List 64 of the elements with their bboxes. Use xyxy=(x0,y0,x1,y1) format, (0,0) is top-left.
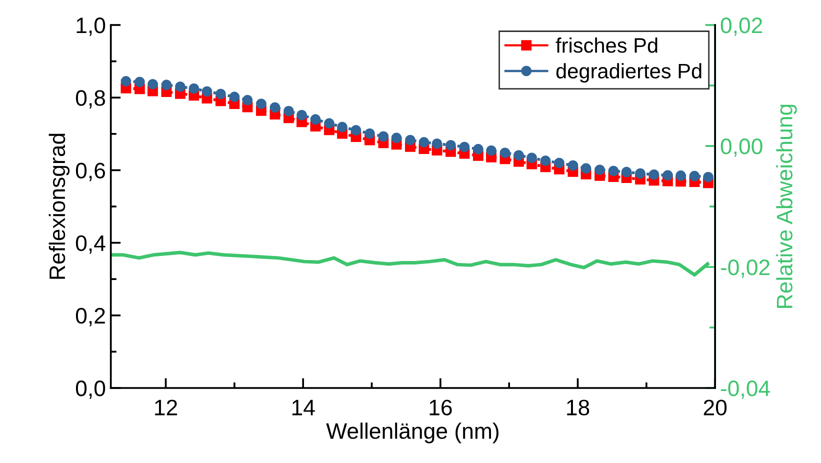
point xyxy=(540,156,551,166)
point xyxy=(621,166,632,178)
y-tick-label: 0,6 xyxy=(76,162,105,182)
point xyxy=(676,170,686,181)
point xyxy=(296,110,307,120)
y2-tick-label: 0,00 xyxy=(720,138,762,157)
x-axis-title: Wellenlänge (nm) xyxy=(326,422,498,444)
point xyxy=(161,80,172,90)
point xyxy=(486,145,496,156)
y-tick-label: 0,2 xyxy=(76,308,105,326)
point xyxy=(635,168,646,179)
point xyxy=(188,83,200,94)
point xyxy=(418,137,430,148)
point xyxy=(648,169,660,180)
point xyxy=(459,142,470,152)
point xyxy=(378,131,389,142)
point xyxy=(526,152,537,164)
x-tick-label: 20 xyxy=(704,400,727,416)
point xyxy=(446,140,456,150)
point xyxy=(662,170,673,180)
y-tick-label: 0,0 xyxy=(76,380,106,399)
y-tick-label: 0,4 xyxy=(76,235,106,254)
point xyxy=(554,158,564,168)
point xyxy=(270,102,280,113)
point xyxy=(134,76,145,88)
point xyxy=(202,86,212,97)
point xyxy=(568,160,578,171)
point xyxy=(310,114,321,125)
point xyxy=(703,172,714,182)
y2-tick-label: -0,02 xyxy=(720,260,770,278)
point xyxy=(472,144,484,154)
point xyxy=(432,138,442,149)
point xyxy=(500,148,510,158)
y2-axis-title: Relative Abweichung xyxy=(776,104,797,308)
point xyxy=(608,166,619,176)
point xyxy=(148,78,158,90)
point xyxy=(120,76,132,86)
point xyxy=(283,106,294,116)
x-tick-label: 14 xyxy=(292,400,315,416)
x-tick-label: 16 xyxy=(430,400,452,416)
legend-label: frisches Pd xyxy=(556,38,658,53)
point xyxy=(229,92,240,102)
legend-label: degradiertes Pd xyxy=(556,63,702,83)
point xyxy=(242,94,253,106)
point xyxy=(215,88,226,100)
point xyxy=(174,82,186,92)
y-axis-title: Reflexionsgrad xyxy=(48,134,70,279)
y2-tick-label: 0,02 xyxy=(720,18,762,36)
point xyxy=(405,134,416,146)
point xyxy=(689,170,700,182)
y-tick-label: 0,8 xyxy=(76,90,106,108)
point xyxy=(594,164,605,176)
y-tick-label: 1,0 xyxy=(76,18,106,36)
point xyxy=(350,125,362,136)
x-tick-label: 12 xyxy=(155,400,178,416)
y2-tick-label: -0,04 xyxy=(720,380,770,399)
point xyxy=(324,118,334,129)
x-tick-label: 18 xyxy=(567,400,590,416)
point xyxy=(391,132,402,144)
point xyxy=(514,150,524,161)
point xyxy=(580,163,592,174)
point xyxy=(337,122,348,132)
point xyxy=(256,98,266,109)
point xyxy=(364,128,375,139)
